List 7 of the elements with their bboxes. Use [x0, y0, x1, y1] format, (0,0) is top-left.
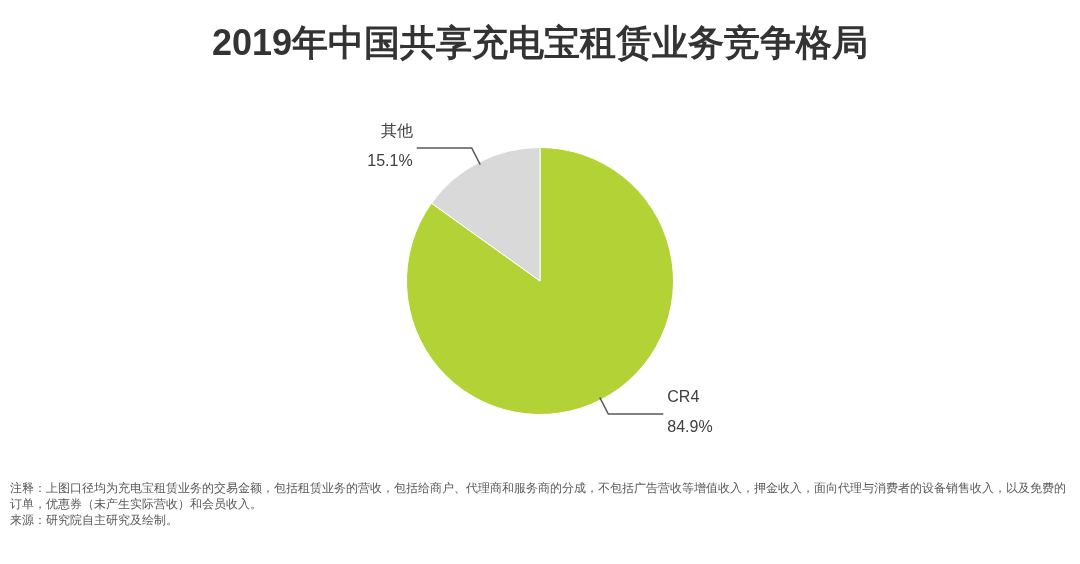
chart-title: 2019年中国共享充电宝租赁业务竞争格局 — [210, 21, 870, 65]
text: 注释：上图口径均为充电宝租赁业务的交易金额，包括租赁业务的营收，包括给商户、代理商和服务商的分成，不包括广告营收等增值收入，押金收入，面向代理与消费者的设备销售收入，以及免费的订单，优惠券（未产生实际营收）和会员收入。 — [10, 480, 1067, 512]
slice-label: CR4 — [667, 388, 700, 406]
data-label: 15.1% — [367, 152, 413, 170]
source-note: 来源：研究院自主研究及绘制。 — [10, 512, 179, 528]
slice-label: 其他 — [380, 122, 413, 140]
data-label: 84.9% — [667, 418, 713, 436]
